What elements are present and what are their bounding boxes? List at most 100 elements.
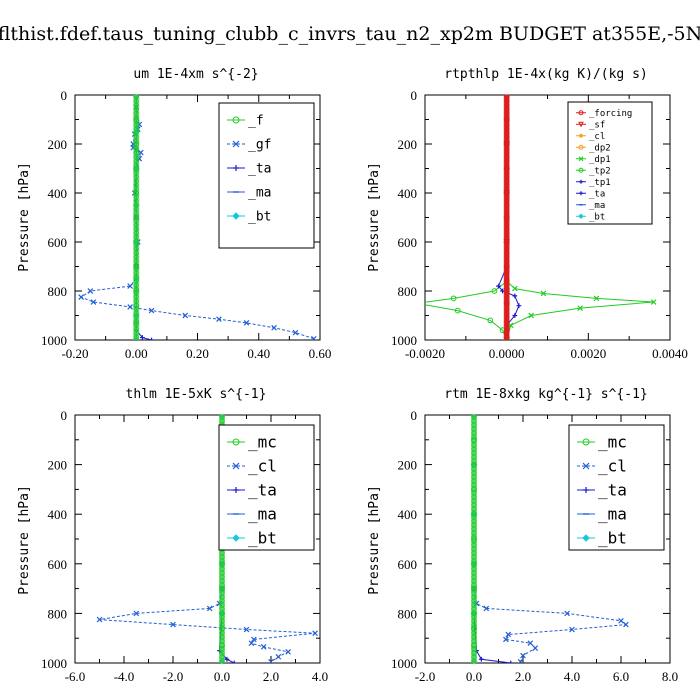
legend-item: _gf [227, 138, 271, 153]
legend: _mc _cl _ta _ma _bt [568, 424, 665, 551]
marker-diamond [582, 534, 590, 542]
marker-plus [508, 660, 514, 663]
x-tick-label: 0.0 [466, 669, 482, 684]
marker-x [532, 645, 539, 651]
marker-circle [232, 438, 240, 446]
legend-item: _ma [227, 505, 277, 524]
marker-x [268, 658, 274, 663]
marker-x [206, 605, 213, 612]
marker-triangle [578, 121, 584, 128]
marker-x [243, 320, 250, 326]
y-axis-label: Pressure [hPa] [367, 485, 382, 595]
marker-plus [496, 283, 501, 289]
y-tick-label: 800 [48, 284, 68, 299]
legend: _forcing_sf _cl_dp2 _dp1_tp2 _tp1_ta _ma_bt [567, 101, 653, 225]
marker-x [569, 626, 575, 633]
marker-x [148, 307, 155, 314]
legend-label: _bt [248, 529, 277, 548]
x-tick-label: 0.0020 [570, 346, 606, 361]
legend-item: _ma [227, 186, 271, 201]
y-tick-label: 200 [48, 137, 68, 152]
marker-x [593, 295, 600, 302]
marker-plus [512, 293, 518, 299]
panel-title: thlm 1E-5xK s^{-1} [126, 387, 267, 402]
zero-column [133, 94, 140, 340]
panel-title: um 1E-4xm s^{-2} [133, 67, 258, 82]
marker-diamond [578, 213, 584, 219]
marker-circle [232, 116, 240, 124]
marker-plus [516, 303, 522, 309]
legend-item: _f [227, 114, 264, 129]
marker-x [517, 658, 524, 663]
marker-diamond [232, 534, 240, 542]
marker-plus [233, 487, 239, 493]
legend-label: _ta [248, 481, 277, 500]
marker-x [292, 329, 299, 336]
marker-x [618, 618, 624, 624]
legend-item: _mc [227, 433, 277, 452]
legend: _mc _cl _ta _ma _bt [218, 424, 315, 551]
x-tick-label: 0.0040 [652, 346, 688, 361]
legend-label: _ta [589, 189, 605, 199]
x-tick-label: -0.0020 [405, 346, 445, 361]
legend-item: _sf [576, 120, 605, 130]
y-tick-label: 200 [48, 458, 68, 473]
y-tick-label: 600 [48, 235, 68, 250]
legend-item: _ta [227, 162, 271, 177]
y-tick-label: 1000 [41, 656, 67, 671]
panel-rtpthlp: rtpthlp 1E-4x(kg K)/(kg s) Pressure [hPa… [367, 67, 688, 361]
y-tick-label: 800 [398, 284, 418, 299]
legend-label: _tp2 [589, 166, 611, 176]
legend-label: _tp1 [589, 178, 611, 188]
legend: _f _gf _ta _ma _bt [218, 102, 315, 249]
legend-label: _ma [248, 505, 277, 524]
y-tick-label: 200 [398, 458, 418, 473]
marker-x [285, 649, 291, 655]
y-tick-label: 800 [398, 606, 418, 621]
legend-box [218, 424, 315, 551]
zero-column-band [133, 95, 140, 340]
y-tick-label: 1000 [391, 656, 417, 671]
y-tick-label: 0 [61, 408, 68, 423]
x-tick-label: 0.00 [125, 346, 148, 361]
y-tick-label: 1000 [391, 333, 417, 348]
y-tick-label: 800 [48, 606, 68, 621]
x-tick-label: 0.20 [186, 346, 209, 361]
marker-x [170, 621, 176, 628]
marker-x [311, 335, 317, 340]
marker-x [232, 462, 240, 470]
marker-diamond [232, 212, 240, 220]
marker-circle [578, 167, 584, 173]
legend-item: _mc [577, 433, 627, 452]
x-tick-label: 0.0 [214, 669, 230, 684]
marker-x [520, 652, 526, 659]
x-tick-label: -2.0 [163, 669, 184, 684]
marker-x [540, 290, 547, 297]
panel-um: um 1E-4xm s^{-2} Pressure [hPa] 0 200 400 6… [17, 67, 331, 361]
marker-x [275, 653, 282, 660]
x-tick-label: -6.0 [65, 669, 86, 684]
forcing-column [504, 95, 510, 340]
marker-x [216, 316, 222, 322]
marker-x [260, 644, 267, 650]
y-tick-label: 1000 [41, 333, 67, 348]
legend-item: _dp1 [576, 155, 611, 165]
panel-rtm: rtm 1E-8xkg kg^{-1} s^{-1} Pressure [hPa… [367, 387, 678, 684]
zero-column [471, 414, 477, 664]
marker-x [578, 156, 584, 162]
marker-plus [579, 179, 583, 184]
y-axis-label: Pressure [hPa] [17, 162, 32, 272]
legend-label: _cl [598, 457, 627, 476]
legend-label: _forcing [589, 109, 632, 119]
legend-box [568, 424, 665, 551]
marker-circle [487, 317, 494, 324]
y-tick-label: 400 [398, 507, 418, 522]
legend-item: _ta [227, 481, 277, 500]
x-tick-label: -4.0 [114, 669, 135, 684]
marker-plus [233, 165, 239, 171]
legend-label: _dp1 [589, 155, 611, 165]
x-tick-label: 2.0 [263, 669, 279, 684]
x-tick-label: 4.0 [312, 669, 328, 684]
marker-x [505, 631, 512, 638]
